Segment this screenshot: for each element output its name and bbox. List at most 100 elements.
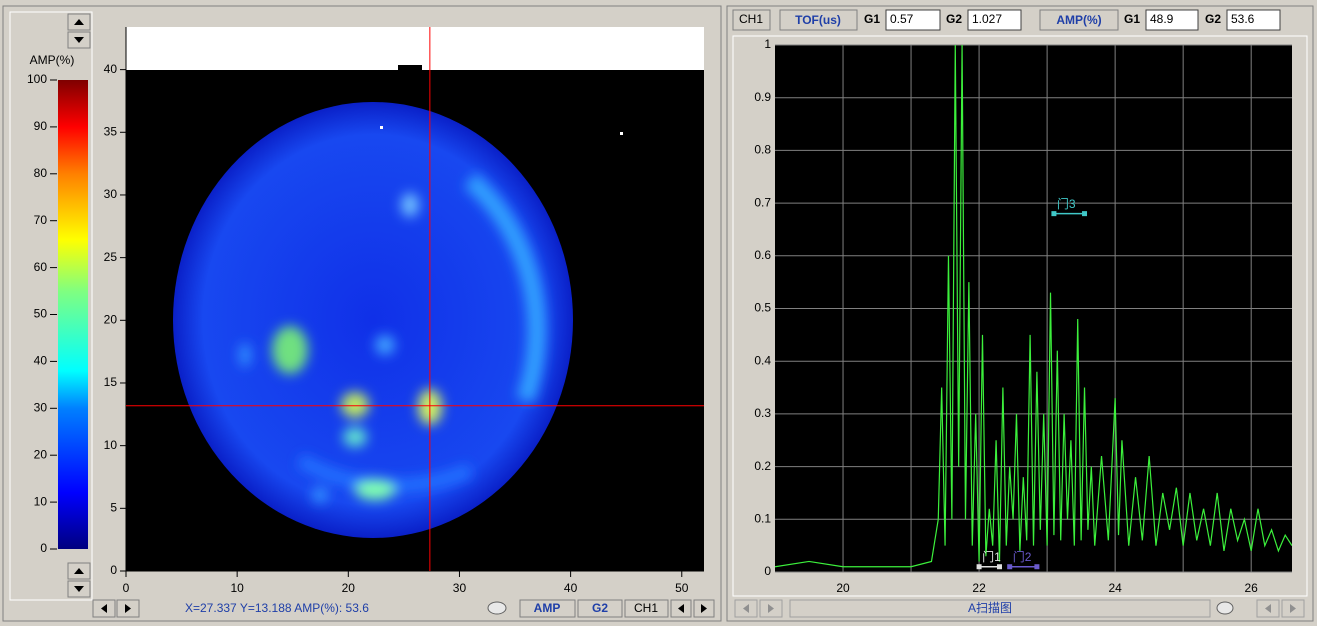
gate-label: G1 bbox=[1124, 12, 1140, 26]
value: 48.9 bbox=[1150, 12, 1174, 26]
gate-label: 门2 bbox=[1013, 549, 1032, 564]
c-scan-plot: 0 10 20 30 40 50 0 5 10 15 20 25 30 35 40 bbox=[104, 27, 704, 595]
x-tick-label: 24 bbox=[1108, 581, 1122, 595]
arrow-icon bbox=[701, 604, 707, 613]
arrow-icon bbox=[768, 604, 774, 613]
gate-handle bbox=[1082, 211, 1088, 217]
waveform bbox=[775, 45, 1292, 568]
colorbar-tick-label: 20 bbox=[34, 447, 48, 461]
button-label: G2 bbox=[592, 601, 608, 615]
gate-handle bbox=[1034, 564, 1040, 570]
gate-label: G2 bbox=[946, 12, 962, 26]
y-tick-label: 0.7 bbox=[754, 195, 771, 209]
image-band bbox=[398, 65, 422, 71]
y-tick-label: 5 bbox=[110, 500, 117, 514]
tof-label: TOF(us) bbox=[795, 13, 841, 27]
y-tick-label: 0.1 bbox=[754, 511, 771, 525]
gate-label: G1 bbox=[864, 12, 880, 26]
x-tick-label: 20 bbox=[836, 581, 850, 595]
arrow-icon bbox=[125, 604, 131, 613]
gate-handle bbox=[1051, 211, 1057, 217]
value-box bbox=[1226, 9, 1281, 31]
colorbar-label: AMP(%) bbox=[30, 53, 75, 67]
y-tick-label: 1 bbox=[764, 37, 771, 51]
gate-label: G2 bbox=[1205, 12, 1221, 26]
button[interactable] bbox=[1039, 9, 1119, 31]
gate-handle bbox=[996, 564, 1002, 570]
x-tick-label: 26 bbox=[1245, 581, 1259, 595]
arrow-icon bbox=[678, 604, 684, 613]
gate-label: 门3 bbox=[1057, 196, 1076, 211]
x-tick-label: 10 bbox=[230, 581, 244, 595]
colorbar-tick-label: 60 bbox=[34, 260, 48, 274]
y-tick-label: 15 bbox=[104, 375, 118, 389]
image-band bbox=[126, 27, 704, 70]
y-tick-label: 0.6 bbox=[754, 248, 771, 262]
button[interactable] bbox=[519, 599, 576, 618]
y-tick-label: 0 bbox=[110, 563, 117, 577]
x-tick-label: 30 bbox=[453, 581, 467, 595]
y-tick-label: 40 bbox=[104, 62, 118, 76]
colorbar bbox=[58, 80, 88, 549]
button[interactable] bbox=[779, 9, 858, 31]
x-tick-label: 0 bbox=[123, 581, 130, 595]
c-scan-image bbox=[126, 27, 704, 538]
colorbar-tick-label: 70 bbox=[34, 213, 48, 227]
toggle[interactable] bbox=[1216, 601, 1234, 615]
y-tick-label: 10 bbox=[104, 438, 118, 452]
gate-handle bbox=[1007, 564, 1013, 570]
x-tick-label: 40 bbox=[564, 581, 578, 595]
arrow-icon bbox=[1290, 604, 1296, 613]
colorbar-tick-label: 90 bbox=[34, 119, 48, 133]
status-text: X=27.337 Y=13.188 AMP(%): 53.6 bbox=[185, 601, 369, 615]
colorbar-tick-label: 0 bbox=[40, 541, 47, 555]
value: 53.6 bbox=[1231, 12, 1255, 26]
hot-spots bbox=[239, 173, 546, 503]
colorbar-tick-label: 50 bbox=[34, 307, 48, 321]
y-tick-label: 0.4 bbox=[754, 353, 771, 367]
x-tick-label: 20 bbox=[342, 581, 356, 595]
arrow-icon bbox=[101, 604, 107, 613]
y-tick-label: 0.3 bbox=[754, 406, 771, 420]
gate-handle bbox=[976, 564, 982, 570]
y-tick-label: 0 bbox=[764, 564, 771, 578]
colorbar-tick-label: 30 bbox=[34, 400, 48, 414]
arrow-icon bbox=[74, 19, 84, 25]
a-scan-plot: 0 0.1 0.2 0.3 0.4 0.5 0.6 0.7 0.8 0.9 1 20 22 24 26 门1 门… bbox=[754, 37, 1292, 595]
y-tick-label: 0.5 bbox=[754, 301, 771, 315]
y-tick-label: 35 bbox=[104, 124, 118, 138]
y-tick-label: 0.2 bbox=[754, 459, 771, 473]
toggle[interactable] bbox=[487, 601, 507, 615]
value-box bbox=[967, 9, 1022, 31]
x-tick-label: 50 bbox=[675, 581, 689, 595]
y-tick-label: 0.9 bbox=[754, 90, 771, 104]
amp-label: AMP(%) bbox=[1056, 13, 1101, 27]
arrow-icon bbox=[743, 604, 749, 613]
y-tick-label: 0.8 bbox=[754, 143, 771, 157]
value-box bbox=[885, 9, 941, 31]
arrow-icon bbox=[74, 568, 84, 574]
gate-label: 门1 bbox=[982, 549, 1001, 564]
channel: CH1 bbox=[739, 12, 763, 26]
colorbar-tick-label: 100 bbox=[27, 72, 47, 86]
part-disk bbox=[173, 102, 573, 538]
chart-title: A扫描图 bbox=[968, 601, 1012, 615]
arrow-icon bbox=[74, 37, 84, 43]
colorbar-ticks: 0 10 20 30 40 50 60 70 80 90 100 bbox=[27, 72, 57, 555]
y-tick-label: 25 bbox=[104, 250, 118, 264]
speck bbox=[380, 126, 383, 129]
button-label: AMP bbox=[534, 601, 561, 615]
button[interactable] bbox=[577, 599, 623, 618]
value-box bbox=[1145, 9, 1199, 31]
y-tick-label: 30 bbox=[104, 187, 118, 201]
button-label: CH1 bbox=[634, 601, 658, 615]
colorbar-tick-label: 80 bbox=[34, 166, 48, 180]
colorbar-tick-label: 10 bbox=[34, 494, 48, 508]
speck bbox=[620, 132, 623, 135]
button[interactable] bbox=[624, 599, 669, 618]
y-tick-label: 20 bbox=[104, 312, 118, 326]
arrow-icon bbox=[1265, 604, 1271, 613]
caption-bar bbox=[789, 599, 1211, 618]
arrow-icon bbox=[74, 586, 84, 592]
